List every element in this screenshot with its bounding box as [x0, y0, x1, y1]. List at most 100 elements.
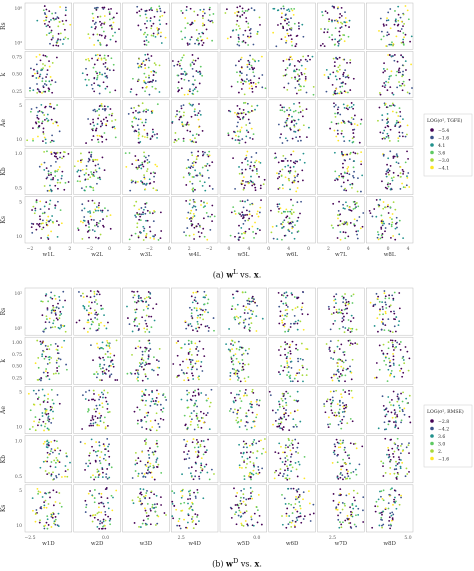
scatter-point [207, 330, 210, 332]
scatter-point [331, 462, 334, 464]
scatter-point [48, 348, 51, 351]
scatter-point [235, 28, 238, 31]
scatter-point [241, 14, 244, 16]
scatter-point [56, 459, 59, 462]
scatter-point [287, 330, 290, 333]
scatter-point [396, 415, 399, 418]
scatter-point [55, 361, 58, 364]
scatter-point [351, 515, 354, 518]
scatter-point [90, 318, 92, 321]
scatter-point [145, 108, 148, 111]
scatter-point [142, 309, 145, 311]
scatter-point [134, 308, 136, 311]
scatter-point [50, 309, 53, 312]
scatter-point [203, 303, 206, 306]
scatter-point [337, 477, 340, 480]
scatter-point [54, 298, 57, 300]
scatter-point [393, 318, 395, 320]
scatter-point [227, 134, 230, 137]
scatter-point [89, 215, 92, 218]
scatter-point [140, 491, 142, 494]
scatter-point [238, 60, 240, 63]
scatter-point [394, 416, 397, 419]
scatter-point [340, 132, 343, 135]
scatter-point [94, 164, 97, 167]
scatter-point [89, 452, 91, 455]
scatter-point [161, 410, 164, 413]
scatter-point [45, 15, 48, 18]
scatter-point [190, 518, 193, 520]
scatter-point [40, 104, 43, 106]
scatter-point [103, 21, 106, 24]
scatter-point [402, 70, 404, 73]
scatter-point [303, 85, 305, 88]
scatter-point [148, 182, 151, 185]
scatter-point [93, 408, 96, 411]
scatter-point [53, 522, 55, 525]
scatter-point [93, 516, 96, 519]
scatter-point [149, 420, 152, 422]
scatter-point [94, 514, 97, 516]
scatter-point [383, 409, 386, 411]
scatter-point [180, 87, 183, 90]
scatter-point [397, 456, 400, 459]
scatter-point [140, 299, 143, 302]
scatter-point [197, 112, 200, 115]
scatter-point [332, 227, 334, 229]
scatter-point [156, 457, 159, 460]
scatter-point [329, 73, 332, 76]
scatter-point [101, 373, 104, 375]
scatter-point [387, 507, 390, 510]
scatter-point [189, 180, 191, 183]
scatter-point [48, 420, 50, 423]
scatter-point [283, 322, 286, 325]
scatter-point [300, 64, 303, 67]
scatter-point [200, 308, 203, 311]
scatter-point [401, 408, 404, 411]
scatter-point [198, 172, 201, 175]
scatter-point [286, 88, 289, 91]
scatter-point [191, 372, 193, 375]
scatter-point [34, 520, 37, 523]
scatter-point [252, 441, 255, 443]
scatter-point [42, 131, 45, 133]
scatter-point [339, 442, 342, 445]
scatter-point [342, 367, 345, 370]
scatter-point [186, 399, 189, 402]
scatter-point [157, 515, 160, 518]
scatter-point [250, 495, 253, 498]
scatter-point [299, 212, 301, 215]
scatter-point [190, 23, 193, 26]
scatter-point [406, 350, 409, 353]
scatter-point [39, 73, 42, 76]
scatter-point [100, 308, 103, 310]
scatter-point [408, 452, 410, 455]
scatter-point [285, 404, 288, 407]
scatter-point [32, 223, 35, 225]
scatter-point [195, 307, 198, 310]
scatter-point [286, 160, 289, 162]
scatter-point [402, 237, 405, 240]
scatter-point [335, 122, 338, 125]
scatter-point [252, 469, 255, 472]
scatter-point [194, 59, 197, 62]
scatter-point [58, 402, 61, 405]
scatter-point [60, 505, 63, 508]
scatter-point [287, 34, 290, 37]
scatter-point [385, 428, 388, 431]
scatter-point [300, 308, 303, 311]
scatter-point [154, 36, 157, 38]
scatter-point [142, 225, 145, 228]
scatter-point [98, 527, 101, 530]
scatter-point [43, 205, 46, 208]
scatter-point [389, 206, 392, 209]
scatter-point [156, 10, 159, 13]
scatter-point [337, 111, 339, 114]
scatter-point [42, 90, 45, 93]
scatter-point [236, 492, 239, 494]
scatter-point [131, 120, 134, 123]
scatter-point [95, 311, 98, 314]
scatter-point [165, 399, 168, 401]
scatter-point [387, 502, 390, 504]
scatter-point [192, 213, 195, 215]
